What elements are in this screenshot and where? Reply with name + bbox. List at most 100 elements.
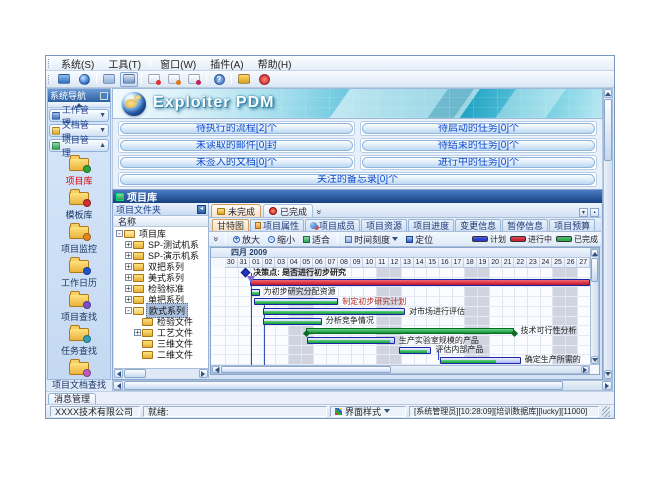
folder-panel-collapse-button[interactable]: ◂ — [197, 204, 206, 214]
dashboard-button[interactable]: 待启动的任务[0]个 — [362, 123, 595, 134]
dashboard-button[interactable]: 待执行的流程[2]个 — [120, 123, 353, 134]
sidebar-item[interactable]: 任务查找 — [48, 325, 110, 360]
tree-expander-plus[interactable]: + — [125, 273, 132, 282]
tree-expander-plus[interactable]: + — [125, 251, 132, 260]
mail-new-icon[interactable] — [145, 72, 163, 87]
sidebar-item[interactable]: 工作日历 — [48, 257, 110, 292]
tree-item[interactable]: + 单把系列 — [114, 294, 208, 305]
detail-tab[interactable]: 项目资源 — [361, 219, 408, 231]
menu-item[interactable]: 窗口(W) — [160, 59, 197, 71]
tree-expander-plus[interactable]: + — [125, 295, 132, 304]
scroll-right-button[interactable] — [199, 369, 208, 378]
mail-delete-icon[interactable] — [185, 72, 203, 87]
sidebar-pin-button[interactable] — [100, 91, 108, 100]
view-tab[interactable]: 已完成 — [263, 204, 314, 217]
tree-item[interactable]: - 欧式系列 — [114, 303, 208, 318]
sidebar-group-collapsed[interactable]: 文档管理 ▼ — [49, 120, 109, 143]
gantt-task-bar[interactable] — [253, 298, 339, 306]
menu-item[interactable]: 工具(T) — [108, 59, 142, 71]
scroll-down-button[interactable] — [604, 370, 612, 379]
sidebar-item[interactable]: 项目监控 — [48, 223, 110, 258]
tree-item[interactable]: - 项目库 — [114, 228, 208, 239]
dashboard-button[interactable]: 未读取的邮件[0]封 — [120, 140, 353, 151]
tree-expander-plus[interactable]: + — [134, 328, 141, 337]
tree-item[interactable]: + 双把系列 — [114, 261, 208, 272]
tree-item[interactable]: + 美式系列 — [114, 272, 208, 283]
tree-item[interactable]: + SP-测试机系 — [114, 239, 208, 250]
detail-tab[interactable]: 暂停信息 — [502, 219, 549, 231]
tree-expander-plus[interactable]: + — [125, 262, 132, 271]
sidebar-scroll-up[interactable] — [48, 102, 110, 108]
scroll-left-button[interactable] — [113, 381, 123, 390]
detail-tab[interactable]: 项目成员 — [305, 219, 361, 231]
detail-tab[interactable]: 项目预算 — [549, 219, 596, 231]
scroll-left-button[interactable] — [212, 366, 220, 373]
tree-expander-plus[interactable]: + — [125, 284, 132, 293]
tab-overflow-chevron-icon[interactable]: » — [314, 209, 325, 215]
scroll-thumb[interactable] — [591, 258, 598, 282]
scroll-right-button[interactable] — [602, 381, 612, 390]
resize-grip[interactable] — [602, 406, 610, 417]
folder-icon[interactable] — [100, 72, 118, 87]
dashboard-button[interactable]: 未签入的文档[0]个 — [120, 157, 353, 168]
tab-group-minimize-button[interactable]: ▾ — [579, 208, 588, 217]
dashboard-button[interactable]: 关注的备忘录[0]个 — [120, 174, 595, 185]
tab-group-restore-button[interactable]: ▪ — [590, 208, 599, 217]
dashboard-button[interactable]: 待结束的任务[0]个 — [362, 140, 595, 151]
menu-item[interactable]: 插件(A) — [210, 59, 244, 71]
tree-item[interactable]: 三维文件 — [114, 338, 208, 349]
detail-tab[interactable]: 项目属性 — [250, 219, 305, 231]
main-horizontal-scrollbar[interactable] — [112, 380, 613, 391]
tree-expander-minus[interactable]: - — [116, 230, 123, 238]
gantt-inprogress-bar[interactable] — [250, 279, 590, 287]
menu-item[interactable]: 帮助(H) — [257, 59, 292, 71]
sidebar-item[interactable]: 项目库 — [48, 155, 110, 190]
ui-style-selector[interactable]: 界面样式 — [330, 406, 406, 417]
gantt-tool-zoom-in[interactable]: + 放大 — [230, 232, 263, 247]
sidebar-item[interactable]: 模板库 — [48, 189, 110, 224]
scroll-down-button[interactable] — [591, 356, 598, 364]
gantt-task-bar[interactable] — [262, 308, 405, 316]
gantt-horizontal-scrollbar[interactable] — [211, 365, 590, 374]
help-icon[interactable]: ? — [210, 72, 228, 87]
lock-icon[interactable] — [235, 72, 253, 87]
tree-item[interactable]: + 工艺文件 — [114, 327, 208, 338]
main-vertical-scrollbar[interactable] — [603, 88, 613, 380]
save-icon[interactable] — [120, 71, 138, 87]
gantt-tool-zoom-out[interactable]: - 缩小 — [265, 232, 298, 247]
scroll-up-button[interactable] — [604, 89, 612, 98]
scroll-thumb[interactable] — [221, 366, 391, 373]
detail-tab[interactable]: 甘特图 — [212, 219, 250, 231]
view-tab[interactable]: 未完成 — [211, 204, 262, 217]
gantt-tool-time-scale[interactable]: 时间刻度 — [342, 232, 401, 247]
gantt-task-bar[interactable] — [306, 337, 395, 345]
sidebar-item[interactable]: 项目查找 — [48, 291, 110, 326]
dashboard-button[interactable]: 进行中的任务[0]个 — [362, 157, 595, 168]
detail-tab[interactable]: 项目进度 — [408, 219, 455, 231]
monitor-icon[interactable] — [55, 72, 73, 87]
scroll-thumb[interactable] — [124, 369, 146, 378]
gantt-tool-fit[interactable]: 适合 — [300, 232, 333, 247]
gantt-vertical-scrollbar[interactable] — [590, 248, 599, 365]
gantt-task-bar[interactable] — [262, 317, 322, 325]
sidebar-item[interactable]: 项目文档查找 — [48, 359, 110, 394]
gantt-tool-locate[interactable]: 定位 — [403, 232, 436, 247]
message-management-tab[interactable]: 消息管理 — [48, 393, 96, 405]
scroll-left-button[interactable] — [114, 369, 123, 378]
scroll-thumb[interactable] — [124, 381, 564, 390]
exit-icon[interactable] — [255, 72, 273, 87]
tree-item[interactable]: + SP-演示机系 — [114, 250, 208, 261]
scroll-up-button[interactable] — [591, 249, 598, 257]
scroll-right-button[interactable] — [581, 366, 589, 373]
tree-item[interactable]: 二维文件 — [114, 349, 208, 360]
mail-check-icon[interactable] — [165, 72, 183, 87]
gantt-task-bar[interactable] — [250, 288, 260, 296]
tree-expander-minus[interactable]: - — [125, 307, 132, 315]
menu-item[interactable]: 系统(S) — [61, 59, 95, 71]
tree-item[interactable]: 检验文件 — [114, 316, 208, 327]
gantt-summary-bar[interactable] — [305, 328, 515, 335]
globe-icon[interactable] — [75, 72, 93, 87]
tree-item[interactable]: + 检验标准 — [114, 283, 208, 294]
sidebar-group-collapsed[interactable]: 工作管理 ▼ — [49, 105, 109, 128]
tree-expander-plus[interactable]: + — [125, 240, 132, 249]
